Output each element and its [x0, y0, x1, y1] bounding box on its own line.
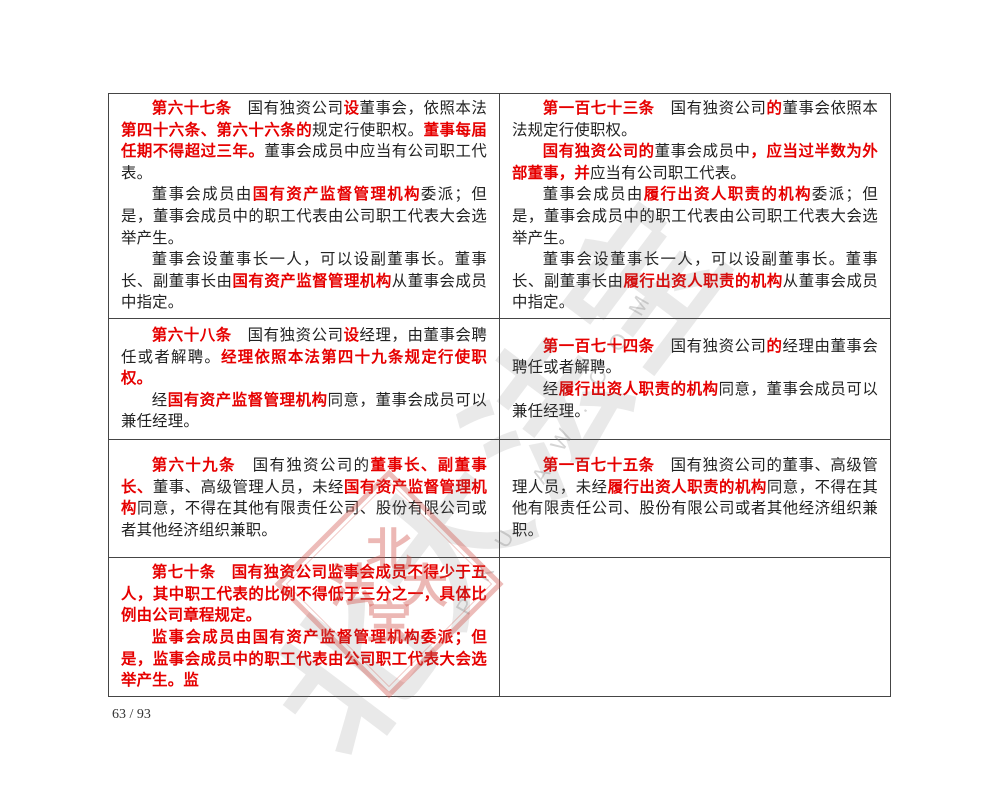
cell-article-173: 第一百七十三条 国有独资公司的董事会依照本法规定行使职权。 国有独资公司的董事会成…	[499, 93, 891, 319]
cell-article-68: 第六十八条 国有独资公司设经理，由董事会聘任或者解聘。经理依照本法第四十九条规定…	[108, 317, 500, 440]
paragraph: 第七十条 国有独资公司监事会成员不得少于五人，其中职工代表的比例不得低于三分之一…	[121, 562, 487, 627]
paragraph: 第一百七十四条 国有独资公司的经理由董事会聘任或者解聘。	[512, 336, 878, 379]
text-segment-red: 第六十八条	[151, 326, 232, 344]
text-segment: 规定行使职权。	[312, 121, 424, 139]
text-segment: 国有独资公司的董事、高级管理人员，未经	[512, 457, 878, 496]
cell-article-70: 第七十条 国有独资公司监事会成员不得少于五人，其中职工代表的比例不得低于三分之一…	[108, 556, 500, 697]
text-segment: 董事会成员由	[542, 186, 644, 204]
text-segment: 经理，由董事会聘任或者解聘。	[121, 326, 487, 366]
text-segment-red: 履行出资人职责的机构	[558, 380, 719, 398]
text-segment-red: 履行出资人职责的机构	[643, 186, 812, 204]
cell-article-69: 第六十九条 国有独资公司的董事长、副董事长、董事、高级管理人员，未经国有资产监督…	[108, 438, 500, 558]
text-segment-red: 国有资产监督管理机构	[121, 478, 487, 518]
text-segment: 经	[151, 391, 168, 409]
text-segment: 国有独资公司	[654, 100, 767, 117]
text-segment: 国有独资公司	[231, 326, 344, 344]
text-segment-red: 第六十七条	[151, 100, 232, 117]
table-row: 第六十九条 国有独资公司的董事长、副董事长、董事、高级管理人员，未经国有资产监督…	[108, 438, 891, 558]
text-segment-red: 第六十九条	[151, 457, 236, 475]
paragraph: 董事会成员由国有资产监督管理机构委派；但是，董事会成员中的职工代表由公司职工代表…	[121, 184, 487, 249]
text-segment: 应当有公司职工代表。	[589, 164, 746, 182]
paragraph: 董事会成员由履行出资人职责的机构委派；但是，董事会成员中的职工代表由公司职工代表…	[512, 184, 878, 249]
text-segment: 从董事会成员中指定。	[512, 272, 879, 312]
text-segment-red: 董事长、副董事长、	[121, 457, 487, 496]
text-segment: 董事、高级管理人员，未经	[152, 478, 344, 496]
text-segment: 董事会成员中	[654, 143, 751, 161]
text-segment-red: 国有独资公司的	[542, 143, 655, 161]
text-segment: 同意，不得在其他有限责任公司、股份有限公司或者其他经济组织兼职。	[121, 500, 488, 540]
text-segment-red: 国有资产监督管理机构	[232, 272, 392, 290]
text-segment-red: 第一百七十五条	[542, 457, 655, 475]
paragraph: 监事会成员由国有资产监督管理机构委派；但是，监事会成员中的职工代表由公司职工代表…	[121, 627, 487, 692]
paragraph: 国有独资公司的董事会成员中，应当过半数为外部董事，并应当有公司职工代表。	[512, 141, 878, 184]
text-segment: 国有独资公司	[654, 337, 767, 355]
text-segment: 经	[542, 380, 559, 398]
text-segment-red: 的	[766, 100, 783, 117]
text-segment-red: 设	[343, 326, 360, 344]
text-segment: 国有独资公司的	[235, 457, 371, 475]
text-segment-red: 董事每届任期不得超过三年。	[121, 121, 487, 161]
paragraph: 第一百七十三条 国有独资公司的董事会依照本法规定行使职权。	[512, 98, 878, 141]
table-row: 第六十七条 国有独资公司设董事会，依照本法第四十六条、第六十六条的规定行使职权。…	[108, 93, 891, 319]
table-row: 第六十八条 国有独资公司设经理，由董事会聘任或者解聘。经理依照本法第四十九条规定…	[108, 317, 891, 440]
text-segment-red: 第一百七十四条	[542, 337, 655, 355]
table-row: 第七十条 国有独资公司监事会成员不得少于五人，其中职工代表的比例不得低于三分之一…	[108, 556, 891, 697]
text-segment-red: 国有资产监督管理机构	[167, 391, 328, 409]
page-number: 63 / 93	[112, 707, 151, 722]
text-segment-red: 履行出资人职责的机构	[623, 272, 783, 290]
text-segment-red: 经理依照本法第四十九条规定行使职权。	[121, 348, 488, 388]
text-segment: 董事会依照本法规定行使职权。	[512, 100, 878, 139]
text-segment-red: 设	[343, 100, 360, 117]
text-segment: 董事会，依照本法	[359, 100, 487, 117]
document-page: 北大法宝 P K U L A W . C O M 北 法 大 宝 第六十七条 国…	[108, 93, 891, 786]
text-segment-red: 的	[766, 337, 783, 355]
text-segment-red: 第一百七十三条	[542, 100, 655, 117]
paragraph: 第一百七十五条 国有独资公司的董事、高级管理人员，未经履行出资人职责的机构同意，…	[512, 455, 878, 541]
text-segment: 董事会设董事长一人，可以设副董事长。董事长、副董事长由	[121, 251, 487, 290]
paragraph: 第六十七条 国有独资公司设董事会，依照本法第四十六条、第六十六条的规定行使职权。…	[121, 98, 487, 184]
text-segment: 委派；但是，董事会成员中的职工代表由公司职工代表大会选举产生。	[121, 186, 487, 247]
text-segment-red: ，应当过半数为外部董事，并	[512, 143, 878, 182]
text-segment-red: 第七十条 国有独资公司监事会成员不得少于五人，其中职工代表的比例不得低于三分之一…	[121, 564, 487, 625]
text-segment: 经理由董事会聘任或者解聘。	[512, 337, 878, 377]
cell-article-67: 第六十七条 国有独资公司设董事会，依照本法第四十六条、第六十六条的规定行使职权。…	[108, 93, 500, 319]
text-segment: 同意，不得在其他有限责任公司、股份有限公司或者其他经济组织兼职。	[512, 478, 878, 540]
text-segment: 董事会成员由	[151, 186, 253, 204]
paragraph: 董事会设董事长一人，可以设副董事长。董事长、副董事长由国有资产监督管理机构从董事…	[121, 249, 487, 314]
paragraph: 经履行出资人职责的机构同意，董事会成员可以兼任经理。	[512, 379, 878, 422]
cell-article-175: 第一百七十五条 国有独资公司的董事、高级管理人员，未经履行出资人职责的机构同意，…	[499, 438, 891, 558]
text-segment: 同意，董事会成员可以兼任经理。	[512, 380, 878, 420]
paragraph: 经国有资产监督管理机构同意，董事会成员可以兼任经理。	[121, 390, 487, 433]
text-segment: 委派；但是，董事会成员中的职工代表由公司职工代表大会选举产生。	[512, 186, 878, 247]
text-segment-red: 第四十六条、第六十六条的	[121, 121, 313, 139]
text-segment: 同意，董事会成员可以兼任经理。	[121, 391, 487, 431]
text-segment: 董事会设董事长一人，可以设副董事长。董事长、副董事长由	[512, 251, 878, 290]
text-segment: 董事会成员中应当有公司职工代表。	[121, 143, 487, 182]
text-segment: 国有独资公司	[231, 100, 344, 117]
cell-empty	[499, 556, 891, 697]
text-segment-red: 履行出资人职责的机构	[607, 478, 767, 496]
text-segment-red: 监事会成员由国有资产监督管理机构委派；但是，监事会成员中的职工代表由公司职工代表…	[121, 628, 487, 690]
text-segment: 从董事会成员中指定。	[121, 272, 488, 312]
paragraph: 第六十八条 国有独资公司设经理，由董事会聘任或者解聘。经理依照本法第四十九条规定…	[121, 325, 487, 390]
paragraph: 第六十九条 国有独资公司的董事长、副董事长、董事、高级管理人员，未经国有资产监督…	[121, 455, 487, 541]
comparison-table: 第六十七条 国有独资公司设董事会，依照本法第四十六条、第六十六条的规定行使职权。…	[108, 93, 891, 697]
text-segment-red: 国有资产监督管理机构	[252, 186, 421, 204]
cell-article-174: 第一百七十四条 国有独资公司的经理由董事会聘任或者解聘。 经履行出资人职责的机构同…	[499, 317, 891, 440]
paragraph: 董事会设董事长一人，可以设副董事长。董事长、副董事长由履行出资人职责的机构从董事…	[512, 249, 878, 314]
